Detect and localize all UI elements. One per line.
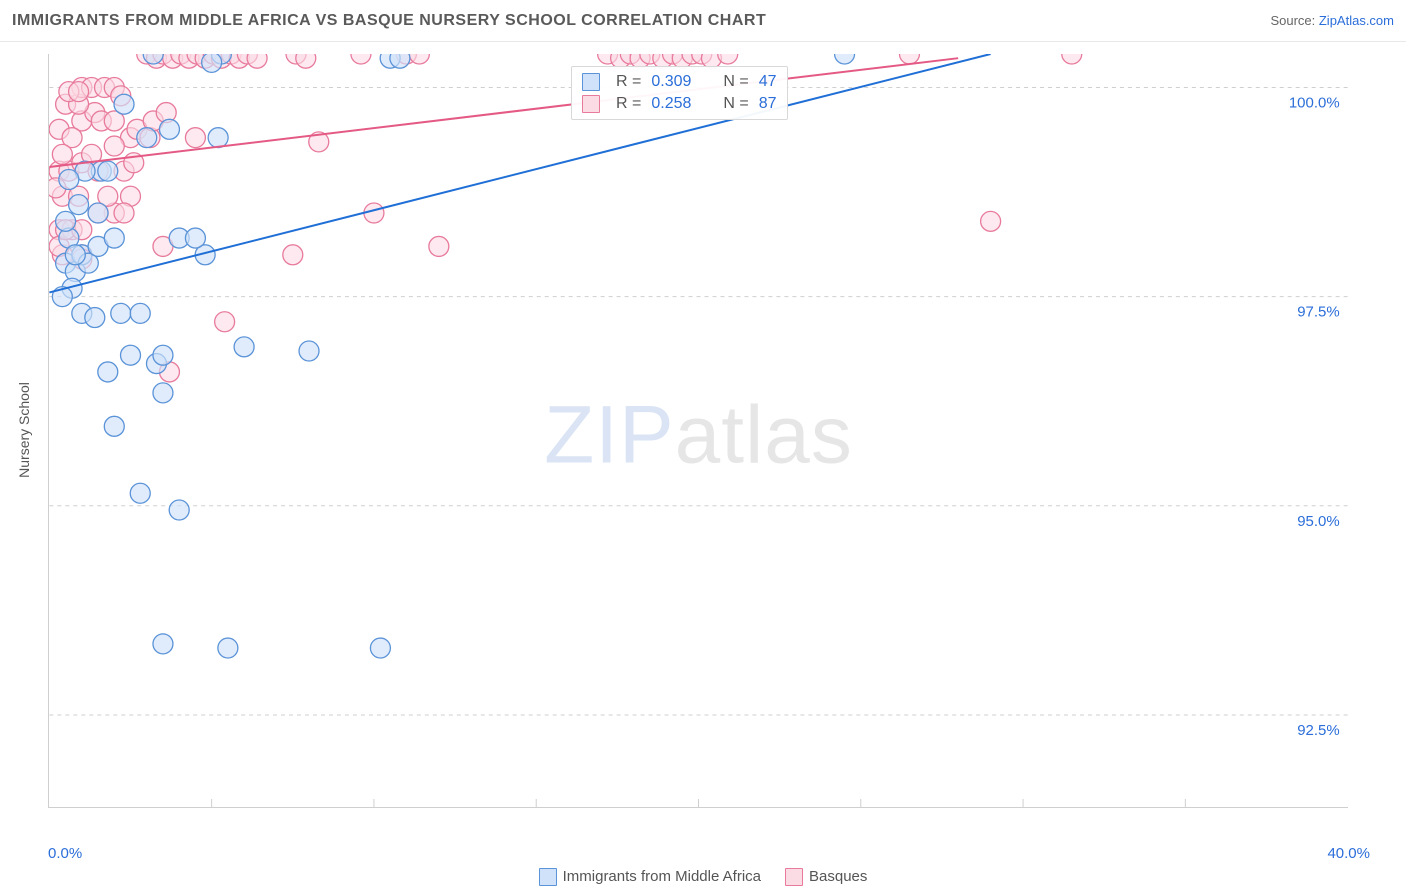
stats-n-value: 87 (759, 95, 777, 113)
stats-n-label: N = (723, 73, 748, 91)
svg-text:92.5%: 92.5% (1297, 722, 1339, 739)
stats-n-label: N = (723, 95, 748, 113)
legend-label-basques: Basques (809, 868, 867, 885)
legend-label-immigrants: Immigrants from Middle Africa (563, 868, 761, 885)
x-min-label: 0.0% (48, 845, 82, 862)
stats-swatch-immigrants (582, 73, 600, 91)
source-name[interactable]: ZipAtlas.com (1319, 13, 1394, 28)
legend-swatch-immigrants (539, 868, 557, 886)
svg-text:95.0%: 95.0% (1297, 513, 1339, 530)
legend-item-basques: Basques (785, 868, 867, 886)
svg-text:100.0%: 100.0% (1289, 94, 1340, 111)
stats-r-label: R = (616, 73, 641, 91)
chart-title: IMMIGRANTS FROM MIDDLE AFRICA VS BASQUE … (12, 12, 766, 30)
bottom-legend: Immigrants from Middle Africa Basques (0, 868, 1406, 886)
stats-row-immigrants: R = 0.309 N = 47 (582, 71, 777, 93)
plot-area: 92.5%95.0%97.5%100.0% ZIPatlas R =0.309N… (48, 54, 1348, 808)
x-max-label: 40.0% (1327, 845, 1370, 862)
stats-swatch-basques (582, 95, 600, 113)
y-axis-title: Nursery School (16, 382, 32, 478)
legend-swatch-basques (785, 868, 803, 886)
source-label: Source: (1270, 13, 1318, 28)
svg-text:97.5%: 97.5% (1297, 304, 1339, 321)
plot-svg: 92.5% 95.0% 97.5% 100.0% (49, 54, 1348, 807)
stats-r-label: R = (616, 95, 641, 113)
legend-item-immigrants: Immigrants from Middle Africa (539, 868, 761, 886)
stats-n-value: 47 (759, 73, 777, 91)
chart-container: IMMIGRANTS FROM MIDDLE AFRICA VS BASQUE … (0, 0, 1406, 892)
title-bar: IMMIGRANTS FROM MIDDLE AFRICA VS BASQUE … (0, 0, 1406, 42)
stats-r-value: 0.258 (651, 95, 691, 113)
stats-box: R = 0.309 N = 47 R = 0.258 N = 87 (571, 66, 788, 120)
source-attribution: Source: ZipAtlas.com (1270, 13, 1394, 28)
stats-r-value: 0.309 (651, 73, 691, 91)
stats-row-basques: R = 0.258 N = 87 (582, 93, 777, 115)
